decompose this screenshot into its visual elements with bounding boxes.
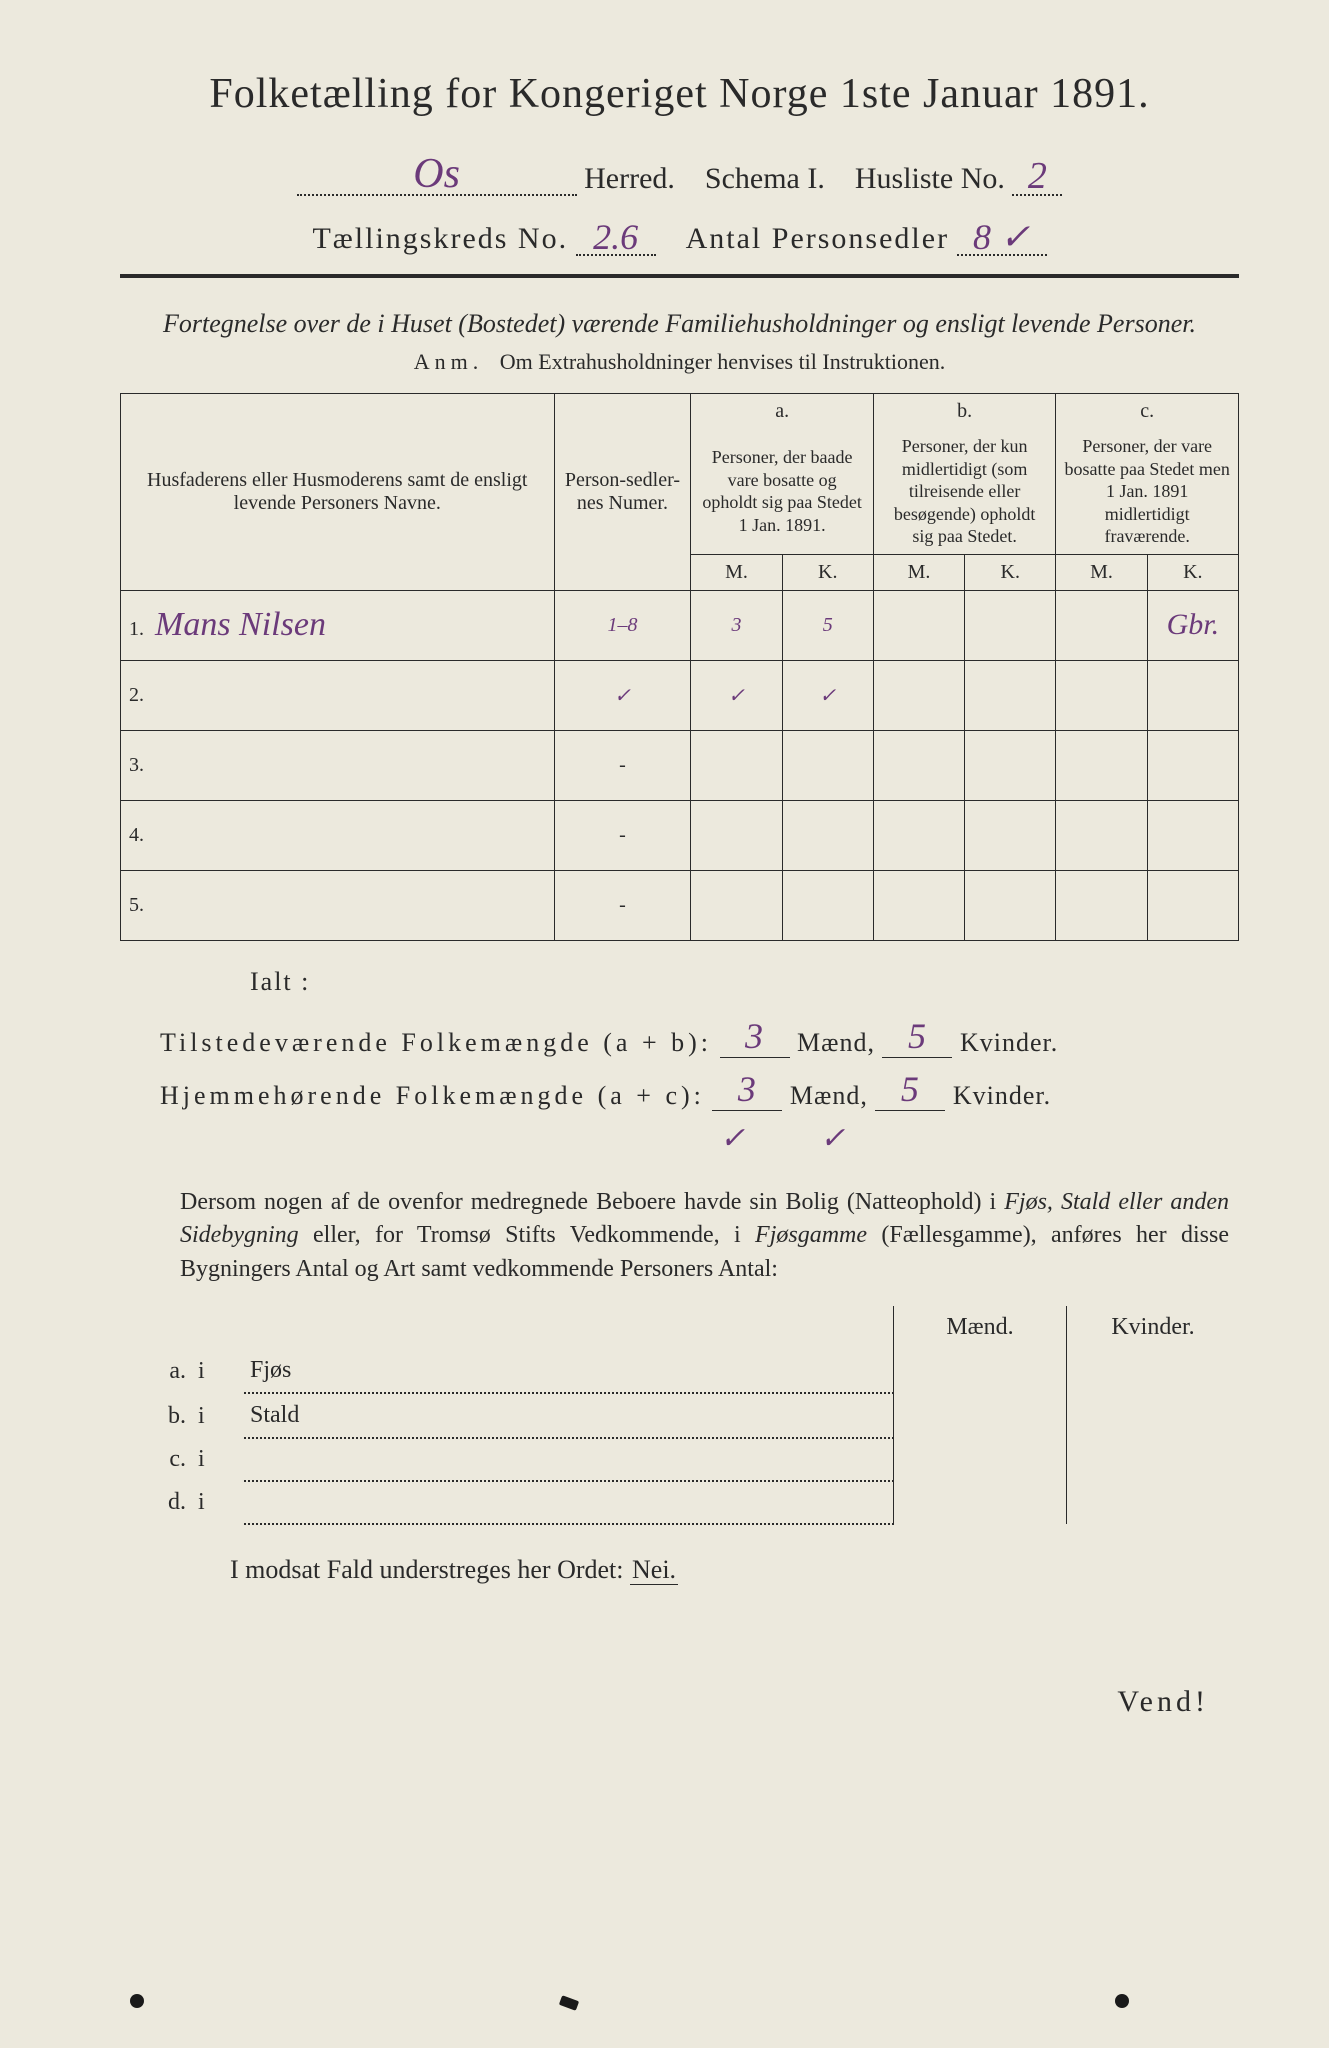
census-form-page: Folketælling for Kongeriget Norge 1ste J… bbox=[0, 0, 1329, 2048]
bottom-row: d. i bbox=[120, 1481, 1239, 1524]
table-row: 2. ✓ ✓ ✓ bbox=[121, 660, 1239, 730]
bottom-header: Mænd. Kvinder. bbox=[120, 1306, 1239, 1349]
herred-label: Herred. bbox=[584, 162, 675, 195]
husliste-no-field: 2 bbox=[1012, 150, 1062, 196]
row-name: 5. bbox=[121, 870, 555, 940]
page-title: Folketælling for Kongeriget Norge 1ste J… bbox=[120, 70, 1239, 118]
kreds-no-field: 2.6 bbox=[576, 212, 656, 256]
sum-line-1: Tilstedeværende Folkemængde (a + b): 3 M… bbox=[160, 1015, 1239, 1058]
kreds-label: Tællingskreds No. bbox=[312, 222, 568, 255]
bottom-row: a. i Fjøs bbox=[120, 1349, 1239, 1393]
ialt-label: Ialt : bbox=[250, 967, 1239, 997]
table-row: 1. Mans Nilsen 1–8 3 5 Gbr. bbox=[121, 590, 1239, 660]
col-b-m: M. bbox=[873, 554, 964, 590]
antal-value: 8 ✓ bbox=[973, 217, 1030, 257]
nei-line: I modsat Fald understreges her Ordet: Ne… bbox=[230, 1555, 1239, 1585]
row-name: 2. bbox=[121, 660, 555, 730]
table-row: 5. - bbox=[121, 870, 1239, 940]
table-row: 3. - bbox=[121, 730, 1239, 800]
anm-label: Anm. bbox=[414, 349, 484, 374]
subtitle: Fortegnelse over de i Huset (Bostedet) v… bbox=[120, 306, 1239, 341]
row-name: 3. bbox=[121, 730, 555, 800]
ink-spot-icon bbox=[559, 1995, 579, 2011]
row-name: 4. bbox=[121, 800, 555, 870]
herred-handwritten: Os bbox=[413, 151, 460, 197]
col-a-k: K. bbox=[782, 554, 873, 590]
col-c-k: K. bbox=[1147, 554, 1238, 590]
instruction-paragraph: Dersom nogen af de ovenfor medregnede Be… bbox=[180, 1186, 1229, 1287]
col-name-header: Husfaderens eller Husmoderens samt de en… bbox=[121, 394, 555, 591]
col-a-m: M. bbox=[691, 554, 782, 590]
husliste-label: Husliste No. bbox=[855, 162, 1005, 195]
ink-spot-icon bbox=[1115, 1994, 1129, 2008]
col-b-top: b. bbox=[873, 394, 1056, 430]
herred-field: Os bbox=[297, 146, 577, 196]
main-table: Husfaderens eller Husmoderens samt de en… bbox=[120, 393, 1239, 941]
header-line-1: Os Herred. Schema I. Husliste No. 2 bbox=[120, 146, 1239, 196]
header-line-2: Tællingskreds No. 2.6 Antal Personsedler… bbox=[120, 212, 1239, 256]
husliste-no: 2 bbox=[1028, 155, 1047, 197]
table-header-row-1: Husfaderens eller Husmoderens samt de en… bbox=[121, 394, 1239, 430]
col-c-m: M. bbox=[1056, 554, 1147, 590]
col-numer-header: Person-sedler-nes Numer. bbox=[554, 394, 691, 591]
ink-spot-icon bbox=[130, 1994, 144, 2008]
col-b-header: Personer, der kun midlertidigt (som tilr… bbox=[873, 429, 1056, 554]
bottom-row: b. i Stald bbox=[120, 1393, 1239, 1438]
anm-line: Anm. Om Extrahusholdninger henvises til … bbox=[120, 349, 1239, 375]
antal-label: Antal Personsedler bbox=[686, 222, 949, 255]
row-name: 1. Mans Nilsen bbox=[121, 590, 555, 660]
kreds-no: 2.6 bbox=[593, 217, 638, 257]
col-c-top: c. bbox=[1056, 394, 1239, 430]
col-a-top: a. bbox=[691, 394, 874, 430]
bottom-maend-header: Mænd. bbox=[894, 1306, 1067, 1349]
bottom-row: c. i bbox=[120, 1438, 1239, 1481]
table-row: 4. - bbox=[121, 800, 1239, 870]
vend-label: Vend! bbox=[120, 1685, 1209, 1719]
col-b-k: K. bbox=[965, 554, 1056, 590]
bottom-table: Mænd. Kvinder. a. i Fjøs b. i Stald c. i… bbox=[120, 1306, 1239, 1525]
schema-label: Schema I. bbox=[705, 162, 825, 195]
sum-line-2: Hjemmehørende Folkemængde (a + c): 3 Mæn… bbox=[160, 1068, 1239, 1111]
col-c-header: Personer, der vare bosatte paa Stedet me… bbox=[1056, 429, 1239, 554]
bottom-kvinder-header: Kvinder. bbox=[1067, 1306, 1240, 1349]
col-a-header: Personer, der baade vare bosatte og opho… bbox=[691, 429, 874, 554]
nei-word: Nei. bbox=[630, 1555, 678, 1585]
anm-text: Om Extrahusholdninger henvises til Instr… bbox=[500, 349, 945, 374]
divider-thick bbox=[120, 274, 1239, 278]
antal-field: 8 ✓ bbox=[957, 212, 1047, 256]
check-marks: ✓ ✓ bbox=[720, 1121, 1239, 1156]
